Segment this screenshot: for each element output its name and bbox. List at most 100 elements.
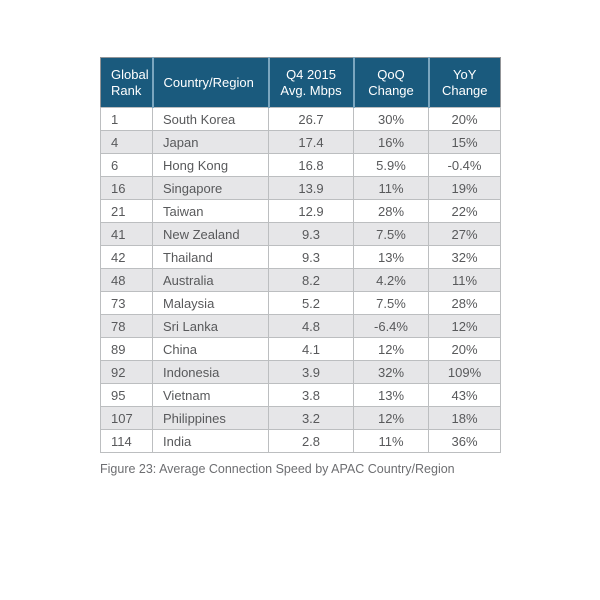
cell-global-rank: 16 — [100, 176, 153, 200]
col-header-yoy-change: YoY Change — [427, 57, 501, 108]
cell-avg-mbps: 16.8 — [268, 153, 354, 177]
cell-avg-mbps: 2.8 — [268, 429, 354, 453]
cell-qoq-change: 7.5% — [353, 291, 429, 315]
header-row: Global Rank Country/Region Q4 2015 Avg. … — [100, 57, 501, 108]
table-header: Global Rank Country/Region Q4 2015 Avg. … — [100, 57, 501, 108]
cell-global-rank: 1 — [100, 107, 153, 131]
cell-qoq-change: -6.4% — [353, 314, 429, 338]
col-header-qoq-change: QoQ Change — [352, 57, 429, 108]
connection-speed-table: Global Rank Country/Region Q4 2015 Avg. … — [100, 57, 501, 453]
cell-global-rank: 6 — [100, 153, 153, 177]
table-row: 42 Thailand 9.3 13% 32% — [100, 245, 501, 269]
cell-yoy-change: 20% — [428, 107, 501, 131]
cell-global-rank: 114 — [100, 429, 153, 453]
cell-country-region: Thailand — [152, 245, 269, 269]
cell-qoq-change: 11% — [353, 176, 429, 200]
cell-yoy-change: 22% — [428, 199, 501, 223]
cell-global-rank: 78 — [100, 314, 153, 338]
table-row: 16 Singapore 13.9 11% 19% — [100, 176, 501, 200]
table-row: 114 India 2.8 11% 36% — [100, 429, 501, 453]
cell-global-rank: 4 — [100, 130, 153, 154]
table-row: 95 Vietnam 3.8 13% 43% — [100, 383, 501, 407]
cell-global-rank: 92 — [100, 360, 153, 384]
cell-qoq-change: 16% — [353, 130, 429, 154]
cell-qoq-change: 13% — [353, 383, 429, 407]
cell-country-region: Philippines — [152, 406, 269, 430]
cell-yoy-change: 36% — [428, 429, 501, 453]
table-row: 92 Indonesia 3.9 32% 109% — [100, 360, 501, 384]
table-row: 73 Malaysia 5.2 7.5% 28% — [100, 291, 501, 315]
cell-country-region: India — [152, 429, 269, 453]
table-row: 107 Philippines 3.2 12% 18% — [100, 406, 501, 430]
cell-qoq-change: 5.9% — [353, 153, 429, 177]
cell-global-rank: 42 — [100, 245, 153, 269]
cell-avg-mbps: 26.7 — [268, 107, 354, 131]
cell-avg-mbps: 13.9 — [268, 176, 354, 200]
cell-avg-mbps: 3.9 — [268, 360, 354, 384]
cell-avg-mbps: 5.2 — [268, 291, 354, 315]
cell-country-region: Sri Lanka — [152, 314, 269, 338]
cell-qoq-change: 32% — [353, 360, 429, 384]
cell-global-rank: 73 — [100, 291, 153, 315]
cell-avg-mbps: 4.8 — [268, 314, 354, 338]
cell-global-rank: 107 — [100, 406, 153, 430]
table-row: 6 Hong Kong 16.8 5.9% -0.4% — [100, 153, 501, 177]
cell-yoy-change: -0.4% — [428, 153, 501, 177]
cell-qoq-change: 4.2% — [353, 268, 429, 292]
cell-yoy-change: 28% — [428, 291, 501, 315]
figure-caption: Figure 23: Average Connection Speed by A… — [100, 462, 455, 476]
cell-avg-mbps: 3.8 — [268, 383, 354, 407]
cell-yoy-change: 27% — [428, 222, 501, 246]
cell-country-region: New Zealand — [152, 222, 269, 246]
cell-qoq-change: 28% — [353, 199, 429, 223]
cell-yoy-change: 15% — [428, 130, 501, 154]
col-header-avg-mbps: Q4 2015 Avg. Mbps — [267, 57, 354, 108]
cell-qoq-change: 30% — [353, 107, 429, 131]
col-header-country-region: Country/Region — [151, 57, 269, 108]
cell-yoy-change: 18% — [428, 406, 501, 430]
cell-country-region: Vietnam — [152, 383, 269, 407]
cell-avg-mbps: 17.4 — [268, 130, 354, 154]
cell-yoy-change: 11% — [428, 268, 501, 292]
cell-yoy-change: 19% — [428, 176, 501, 200]
table-row: 1 South Korea 26.7 30% 20% — [100, 107, 501, 131]
cell-yoy-change: 109% — [428, 360, 501, 384]
cell-avg-mbps: 9.3 — [268, 245, 354, 269]
cell-country-region: Australia — [152, 268, 269, 292]
cell-country-region: Indonesia — [152, 360, 269, 384]
cell-global-rank: 95 — [100, 383, 153, 407]
figure-23: Global Rank Country/Region Q4 2015 Avg. … — [100, 57, 501, 476]
table-row: 89 China 4.1 12% 20% — [100, 337, 501, 361]
table-row: 41 New Zealand 9.3 7.5% 27% — [100, 222, 501, 246]
cell-country-region: South Korea — [152, 107, 269, 131]
cell-qoq-change: 11% — [353, 429, 429, 453]
cell-avg-mbps: 9.3 — [268, 222, 354, 246]
cell-country-region: Singapore — [152, 176, 269, 200]
table-body: 1 South Korea 26.7 30% 20% 4 Japan 17.4 … — [100, 107, 501, 453]
table-row: 48 Australia 8.2 4.2% 11% — [100, 268, 501, 292]
cell-global-rank: 41 — [100, 222, 153, 246]
cell-qoq-change: 13% — [353, 245, 429, 269]
cell-country-region: Japan — [152, 130, 269, 154]
cell-yoy-change: 43% — [428, 383, 501, 407]
cell-country-region: Taiwan — [152, 199, 269, 223]
table-row: 4 Japan 17.4 16% 15% — [100, 130, 501, 154]
col-header-global-rank: Global Rank — [100, 57, 153, 108]
cell-yoy-change: 32% — [428, 245, 501, 269]
cell-avg-mbps: 12.9 — [268, 199, 354, 223]
cell-qoq-change: 7.5% — [353, 222, 429, 246]
table-row: 21 Taiwan 12.9 28% 22% — [100, 199, 501, 223]
cell-country-region: China — [152, 337, 269, 361]
cell-global-rank: 21 — [100, 199, 153, 223]
cell-yoy-change: 20% — [428, 337, 501, 361]
cell-country-region: Hong Kong — [152, 153, 269, 177]
cell-avg-mbps: 8.2 — [268, 268, 354, 292]
cell-yoy-change: 12% — [428, 314, 501, 338]
cell-global-rank: 89 — [100, 337, 153, 361]
cell-avg-mbps: 4.1 — [268, 337, 354, 361]
table-row: 78 Sri Lanka 4.8 -6.4% 12% — [100, 314, 501, 338]
cell-global-rank: 48 — [100, 268, 153, 292]
cell-qoq-change: 12% — [353, 406, 429, 430]
cell-avg-mbps: 3.2 — [268, 406, 354, 430]
